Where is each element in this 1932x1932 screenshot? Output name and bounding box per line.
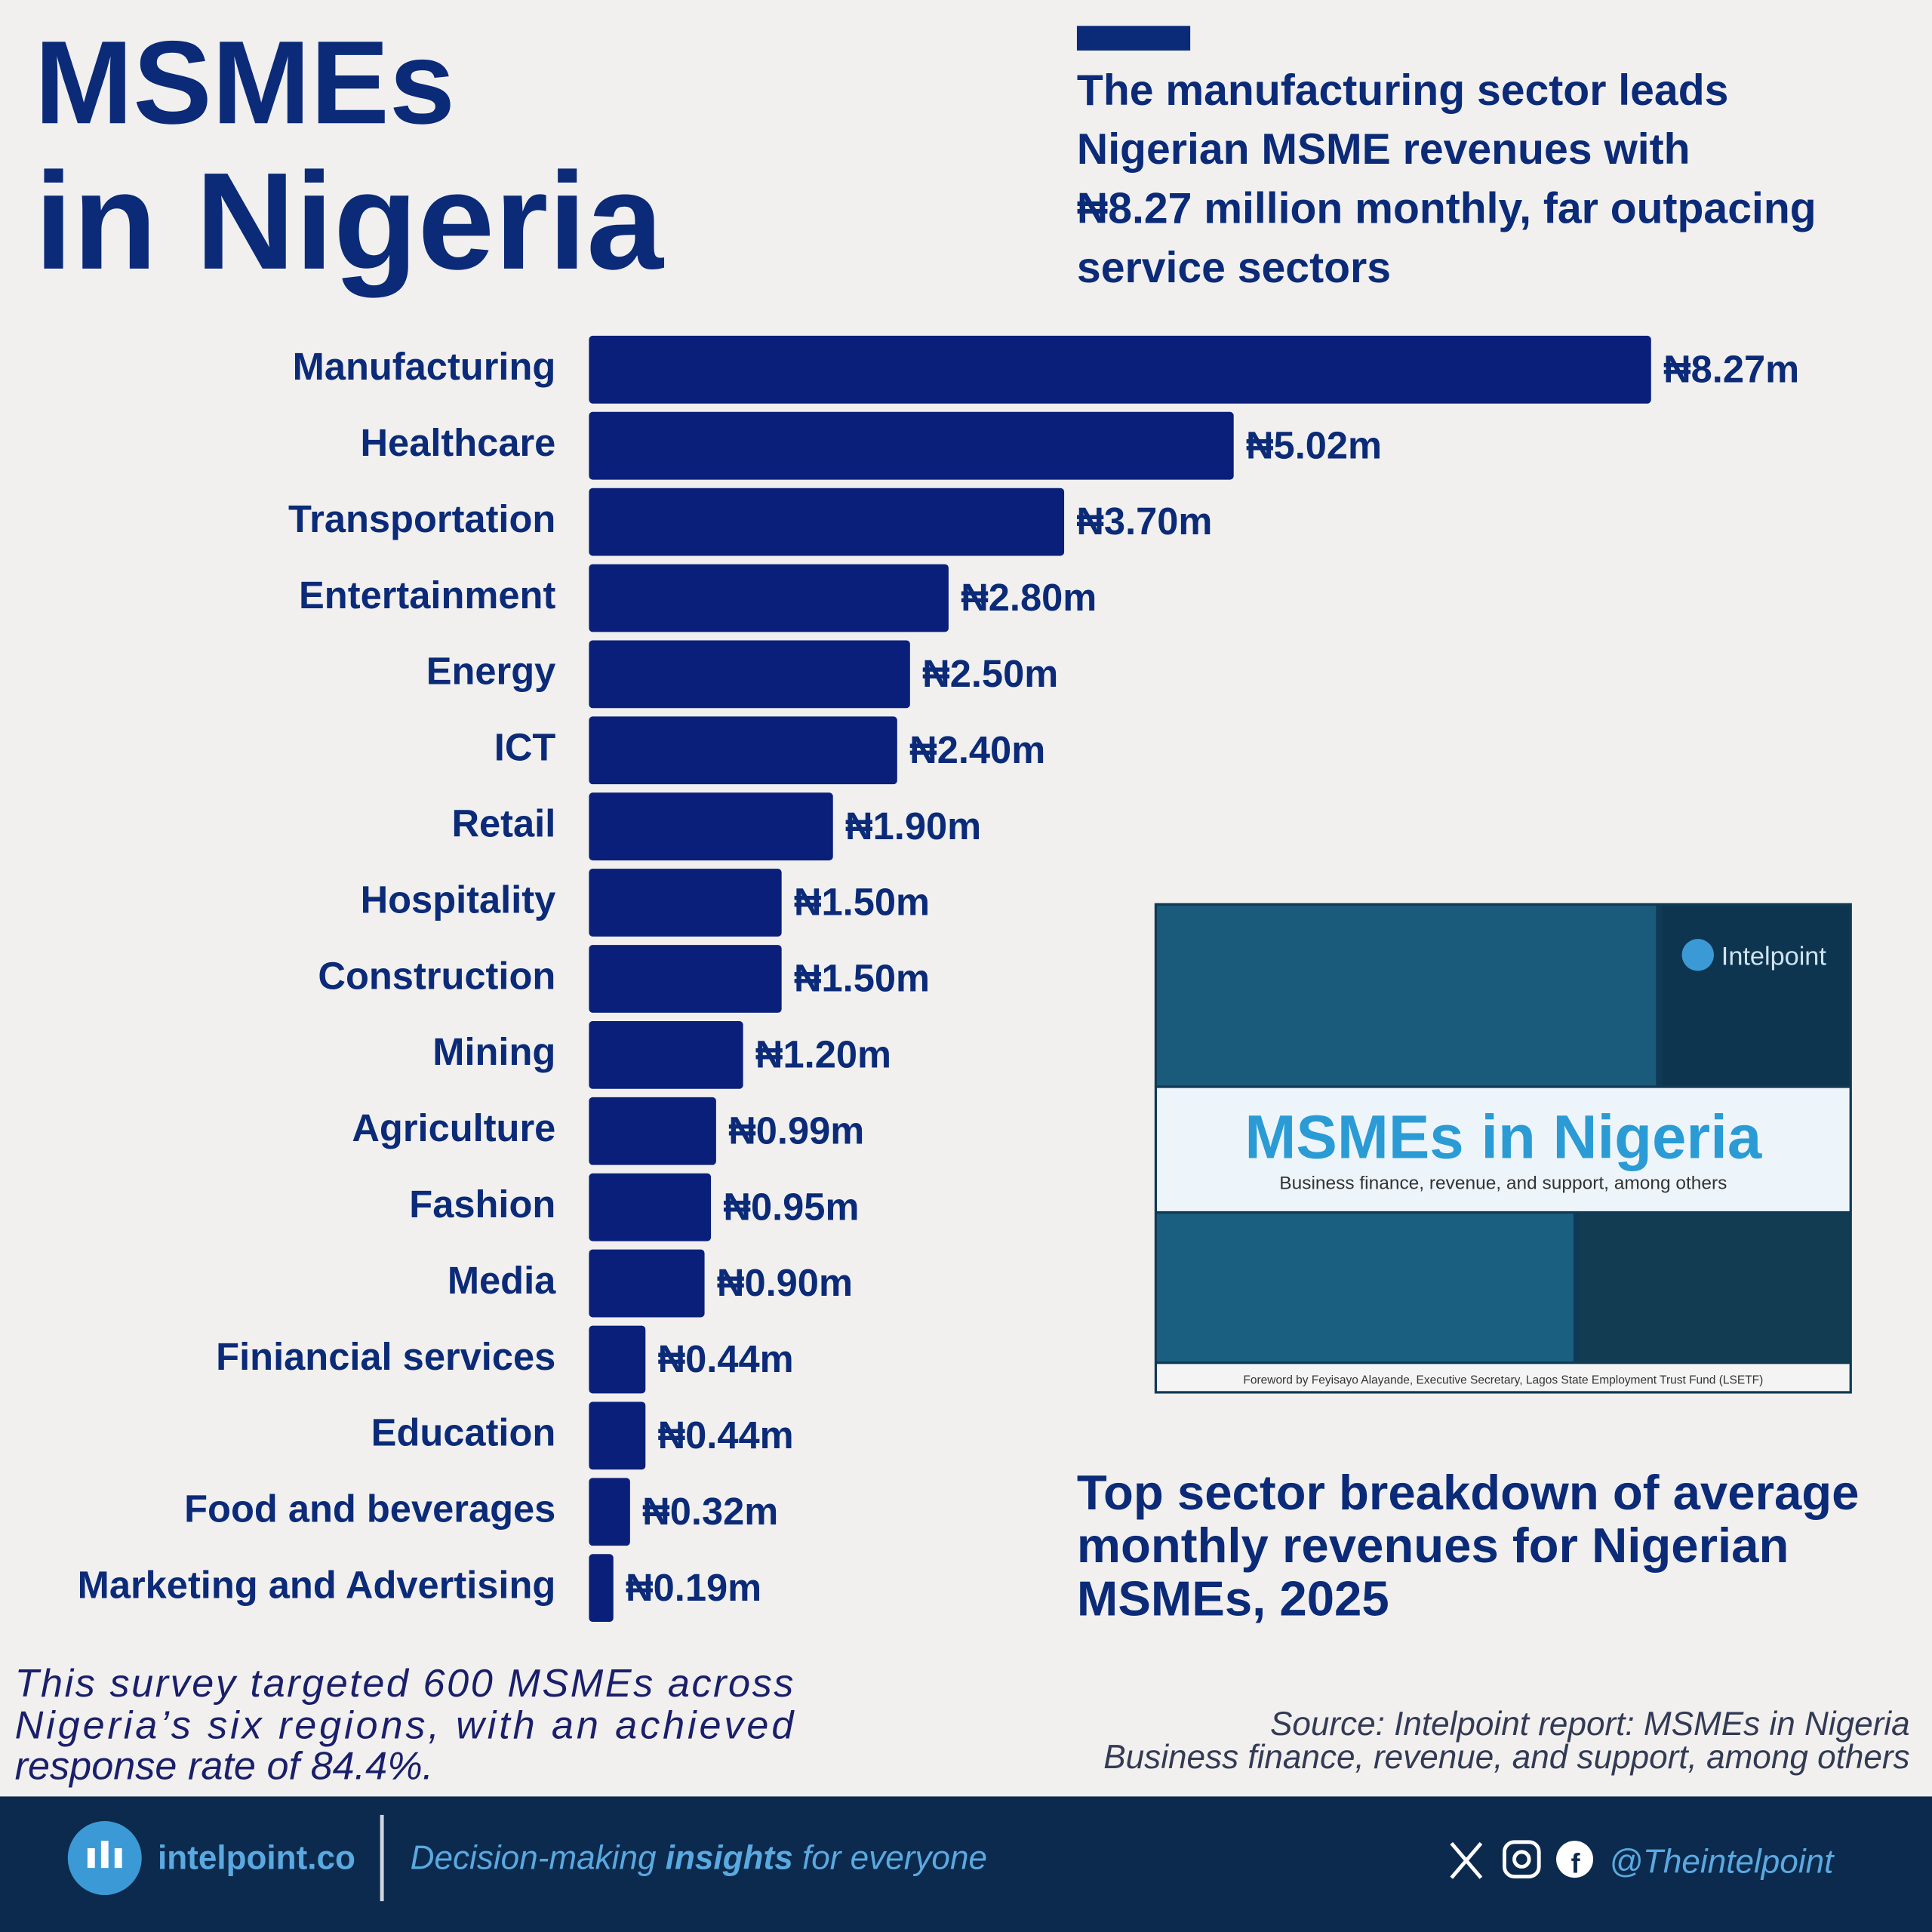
bar [589,640,910,709]
cover-footer [1157,1364,1850,1392]
chart-title: monthly revenues for Nigerian [1077,1518,1789,1573]
category-label: Retail [451,802,555,845]
facebook-glyph: f [1571,1848,1581,1879]
bar [589,1097,716,1165]
cover-photo [1662,906,1850,1086]
bar [589,869,782,937]
cover-band [1157,1088,1850,1211]
category-label: Finiancial services [216,1335,555,1378]
social-handle[interactable]: @Theintelpoint [1609,1844,1835,1881]
cover-brand: Intelpoint [1721,942,1827,971]
cover-subtitle: Business finance, revenue, and support, … [1279,1174,1727,1194]
cover-photo [1157,1214,1574,1362]
headline: ₦8.27 million monthly, far outpacing [1077,185,1817,233]
value-label: ₦0.90m [717,1261,853,1304]
headline: The manufacturing sector leads [1077,66,1728,115]
bar [589,1325,646,1394]
category-label: Mining [432,1030,555,1073]
bar [589,335,1651,404]
x-icon[interactable] [1450,1841,1483,1879]
chart-title: MSMEs, 2025 [1077,1571,1389,1626]
site-link[interactable]: intelpoint.co [158,1840,355,1877]
bar [589,1554,614,1623]
value-label: ₦1.50m [794,881,930,924]
cover-foreword: Foreword by Feyisayo Alayande, Executive… [1243,1374,1763,1386]
bar [589,716,897,785]
value-label: ₦0.44m [658,1414,794,1457]
category-label: Hospitality [361,878,556,921]
report-cover: Intelpoint MSMEs in Nigeria Business fin… [1154,903,1852,1394]
bar [589,1020,743,1089]
category-label: Agriculture [352,1106,555,1149]
category-label: Education [371,1411,556,1454]
chart-title: Top sector breakdown of average [1077,1465,1860,1520]
category-label: Fashion [409,1183,555,1226]
value-label: ₦0.32m [642,1490,778,1533]
source: Business finance, revenue, and support, … [1103,1739,1909,1776]
bar [589,792,833,861]
cover-logo [1681,939,1715,971]
value-label: ₦2.40m [909,728,1045,771]
value-label: ₦3.70m [1076,500,1212,543]
category-label: Media [448,1259,556,1302]
category-label: Energy [426,650,556,693]
value-label: ₦0.95m [723,1185,859,1228]
bar [589,1478,630,1546]
bar-chart: Manufacturing ₦8.27m Healthcare ₦5.02m Trans… [78,335,1799,1623]
headline: service sectors [1077,244,1391,292]
cover-title: MSMEs in Nigeria [1244,1103,1761,1172]
bar [589,1401,646,1470]
tagline-part: Decision-making [411,1840,666,1877]
note: This survey targeted 600 MSMEs across [15,1662,794,1706]
value-label: ₦8.27m [1663,347,1799,390]
tagline: Decision-making insights for everyone [411,1840,987,1877]
accent-bar [1076,26,1191,51]
cover-photo [1580,1214,1850,1362]
bar [589,1249,705,1318]
bar [589,564,949,632]
category-label: Transportation [288,497,555,540]
category-label: ICT [494,726,556,769]
value-label: ₦1.90m [845,804,981,848]
logo-icon [87,1841,122,1869]
bar [589,945,782,1013]
footer-bar [0,1796,1932,1932]
note: Nigeria’s six regions, with an achieved [15,1704,795,1748]
value-label: ₦1.50m [794,957,930,1000]
category-label: Entertainment [299,574,555,617]
value-label: ₦0.19m [626,1566,761,1609]
note: response rate of 84.4%. [15,1745,434,1789]
value-label: ₦2.50m [922,652,1058,695]
category-label: Construction [318,954,555,997]
value-label: ₦5.02m [1246,423,1382,466]
value-label: ₦0.44m [658,1337,794,1380]
cover-photo [1157,906,1657,1086]
instagram-icon[interactable] [1503,1840,1541,1878]
category-label: Manufacturing [293,345,556,388]
value-label: ₦0.99m [728,1109,864,1152]
category-label: Marketing and Advertising [78,1564,556,1607]
tagline-part: for everyone [793,1840,987,1877]
category-label: Healthcare [361,421,556,464]
value-label: ₦1.20m [755,1033,891,1076]
facebook-icon[interactable] [1556,1841,1594,1878]
main-title: in Nigeria [35,143,664,298]
category-label: Food and beverages [184,1487,555,1531]
tagline-part: insights [666,1840,793,1877]
main-title: MSMEs [35,17,455,149]
value-label: ₦2.80m [961,576,1097,619]
bar [589,411,1234,480]
source: Source: Intelpoint report: MSMEs in Nige… [1270,1706,1910,1743]
headline: Nigerian MSME revenues with [1077,125,1690,174]
bar [589,1173,712,1241]
bar [589,488,1065,556]
